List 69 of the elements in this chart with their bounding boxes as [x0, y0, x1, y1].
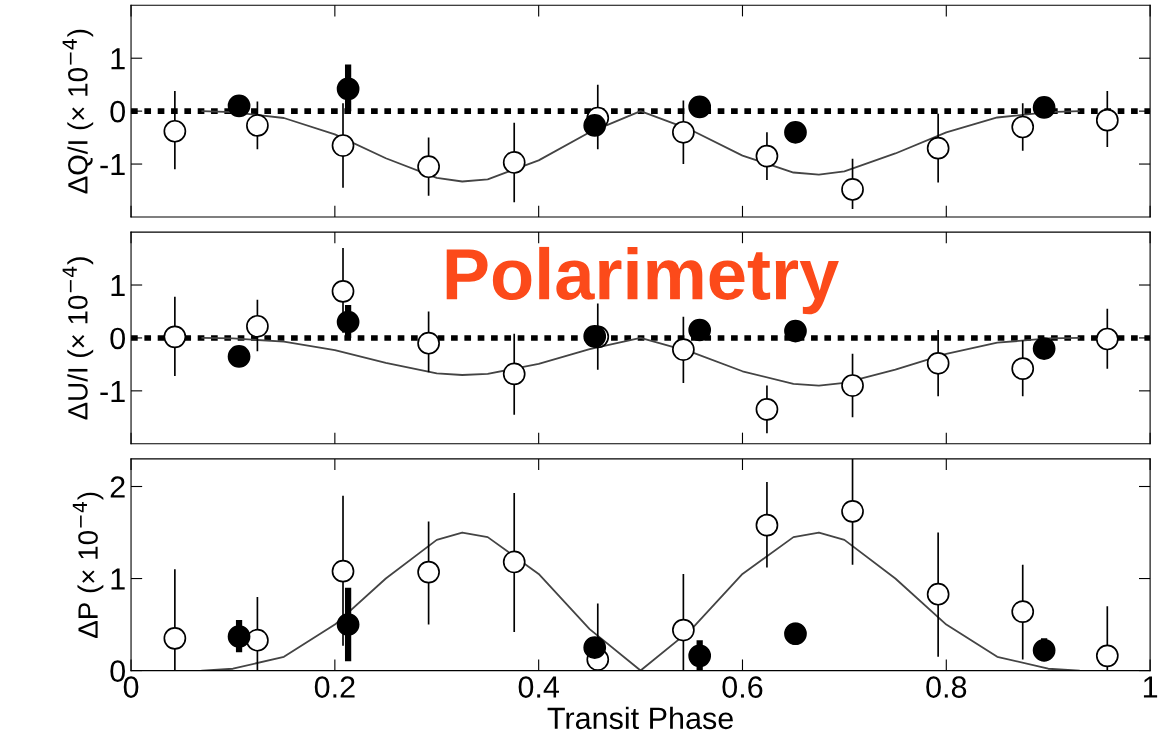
- y-tick-label: -1: [100, 154, 125, 176]
- point: [246, 114, 269, 137]
- x-tick-label: 0.2: [314, 676, 355, 698]
- x-tick-label: 0.8: [926, 676, 967, 698]
- y-axis-title: ΔU/I (× 10$^{−4}$): [62, 257, 94, 420]
- point: [417, 155, 440, 179]
- point: [331, 279, 355, 303]
- point: [227, 345, 251, 368]
- x-tick-label: 1: [1143, 676, 1158, 698]
- y-tick-label: 2: [110, 476, 125, 498]
- x-tick-label: 0.4: [518, 676, 560, 698]
- y-tick-label: 1: [111, 568, 125, 590]
- y-axis-title: ΔP (× 10$^{−4}$): [72, 492, 104, 638]
- point: [1011, 357, 1035, 380]
- point: [1032, 337, 1056, 360]
- point: [331, 134, 355, 157]
- annotation: Polarimetry: [446, 246, 839, 315]
- point: [1095, 644, 1119, 668]
- point: [583, 114, 607, 137]
- y-tick-label: 0: [110, 100, 125, 123]
- point: [336, 310, 360, 334]
- point: [331, 559, 355, 583]
- point: [784, 622, 807, 646]
- y-tick-label: 0: [110, 327, 125, 350]
- point: [1011, 115, 1035, 139]
- point: [583, 636, 607, 659]
- point: [841, 178, 864, 201]
- point: [784, 319, 807, 343]
- point: [688, 644, 712, 668]
- x-axis-title: Transit Phase: [547, 706, 733, 730]
- point: [926, 136, 950, 160]
- point: [1095, 108, 1119, 132]
- y-tick-label: 0: [110, 660, 125, 682]
- point: [688, 95, 712, 119]
- point: [1011, 600, 1035, 624]
- point: [336, 613, 360, 636]
- x-tick-label: 0.6: [722, 676, 763, 698]
- point: [502, 550, 526, 574]
- point: [227, 94, 251, 118]
- point: [672, 338, 695, 361]
- y-tick-label: 1: [111, 48, 125, 70]
- point: [688, 318, 712, 342]
- point: [227, 625, 251, 648]
- point: [1032, 638, 1056, 662]
- point: [502, 362, 526, 386]
- point: [417, 331, 440, 355]
- point: [755, 144, 779, 168]
- point: [926, 351, 950, 375]
- point: [784, 120, 807, 144]
- point: [246, 314, 269, 338]
- y-axis-title: ΔQ/I (× 10$^{−4}$): [62, 29, 94, 194]
- point: [417, 560, 440, 584]
- point: [755, 398, 779, 421]
- point: [841, 374, 864, 397]
- point: [841, 499, 864, 523]
- point: [246, 628, 269, 652]
- point: [672, 618, 695, 642]
- point: [1032, 96, 1056, 119]
- point: [336, 77, 360, 101]
- point: [755, 513, 779, 537]
- point: [163, 325, 187, 349]
- point: [502, 151, 526, 174]
- point: [672, 120, 695, 144]
- y-tick-label: 1: [111, 275, 125, 297]
- point: [163, 119, 187, 143]
- y-tick-label: -1: [100, 380, 125, 402]
- point: [163, 626, 187, 650]
- point: [1095, 327, 1119, 351]
- point: [926, 582, 950, 606]
